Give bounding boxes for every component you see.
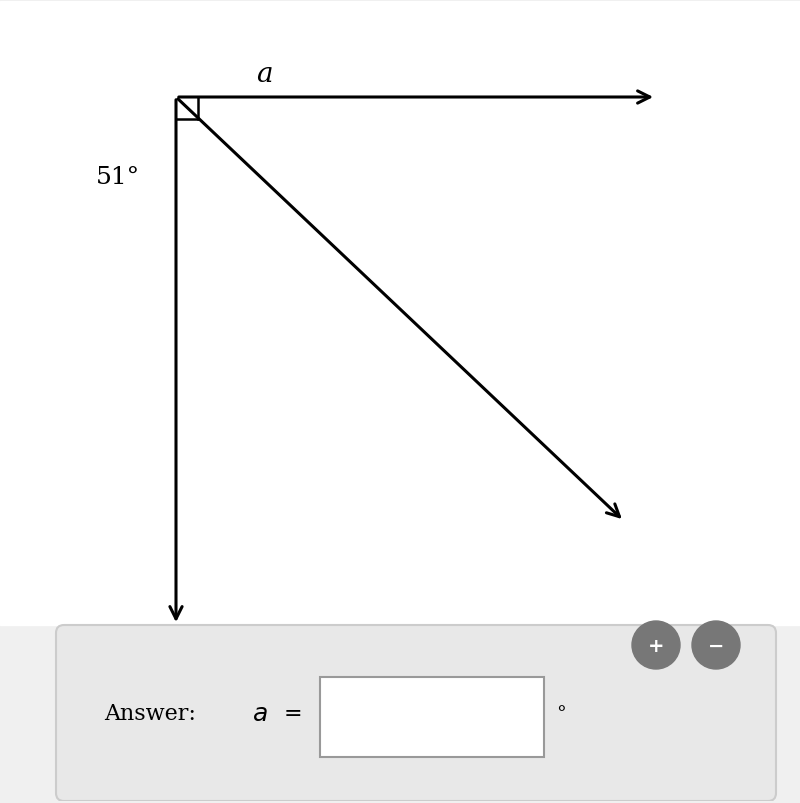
Text: °: ° <box>556 704 566 722</box>
Text: 51°: 51° <box>96 166 140 190</box>
FancyBboxPatch shape <box>320 677 544 757</box>
Circle shape <box>692 622 740 669</box>
Text: $a$: $a$ <box>252 701 268 725</box>
Text: +: + <box>648 636 664 654</box>
Text: −: − <box>708 636 724 654</box>
FancyBboxPatch shape <box>56 626 776 801</box>
Circle shape <box>632 622 680 669</box>
Text: a: a <box>256 60 273 88</box>
Text: =: = <box>284 702 302 724</box>
Text: Answer:: Answer: <box>104 702 196 724</box>
Bar <box>0 2 800 626</box>
